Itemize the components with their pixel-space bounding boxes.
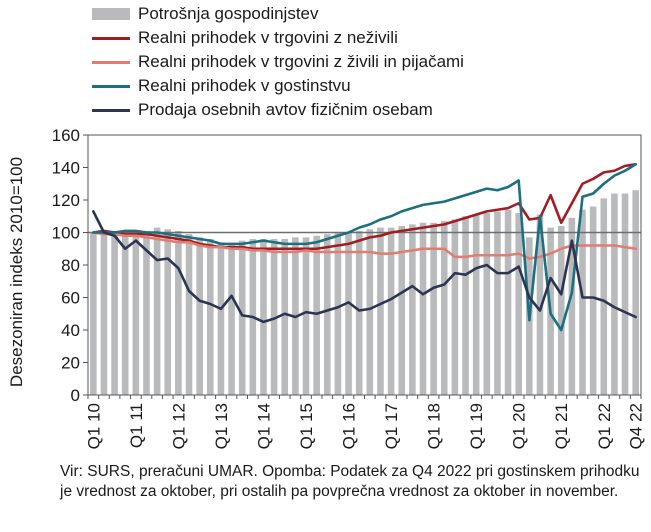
y-tick-label: 140 — [52, 159, 80, 178]
bar — [217, 242, 225, 395]
x-tick-label: Q1 22 — [595, 403, 614, 449]
axes-layer: 0 20 40 60 80 100 120 140 160 Q1 10 Q1 11 Q1 12 Q1 1… — [52, 126, 646, 449]
y-tick-label: 20 — [61, 354, 80, 373]
legend-item: Realni prihodek v trgovini z živili in p… — [92, 50, 464, 74]
bar — [185, 234, 193, 396]
bar — [196, 237, 203, 396]
bar — [387, 227, 395, 396]
x-tick-label: Q1 15 — [297, 403, 316, 449]
lines-layer — [92, 162, 637, 332]
x-tick-label: Q1 16 — [340, 403, 359, 449]
bar — [207, 239, 214, 395]
legend-swatch — [92, 84, 130, 88]
series-line — [92, 162, 637, 251]
bar — [345, 232, 352, 395]
bar — [621, 193, 629, 395]
bar — [143, 230, 150, 396]
x-tick-label: Q1 20 — [510, 403, 529, 449]
bar — [334, 232, 342, 395]
x-tick-label: Q1 13 — [212, 403, 231, 449]
bar — [355, 230, 363, 396]
bar — [121, 230, 129, 396]
bar — [557, 226, 565, 395]
x-tick-label: Q1 14 — [254, 403, 273, 449]
bar — [430, 222, 437, 395]
y-tick-label: 100 — [52, 224, 80, 243]
bar — [260, 239, 267, 395]
bar — [504, 209, 512, 395]
bar — [132, 230, 140, 396]
y-tick-label: 120 — [52, 191, 80, 210]
bar — [175, 230, 182, 396]
legend-item: Prodaja osebnih avtov fizičnim osebam — [92, 98, 464, 122]
source-note: Vir: SURS, preračuni UMAR. Opomba: Podat… — [60, 463, 640, 500]
bar — [632, 190, 639, 395]
x-tick-label: Q4 22 — [627, 403, 646, 449]
bar — [536, 214, 544, 396]
bar — [270, 239, 278, 395]
legend-swatch — [92, 36, 130, 40]
x-tick-label: Q1 18 — [425, 403, 444, 449]
bar — [568, 217, 576, 396]
legend-label: Realni prihodek v trgovini z neživili — [138, 28, 398, 47]
legend-item: Realni prihodek v gostinstvu — [92, 74, 464, 98]
bar — [302, 237, 310, 396]
bar — [153, 227, 161, 396]
bar — [238, 240, 246, 396]
bar — [90, 232, 97, 395]
series-line — [92, 162, 637, 332]
bar — [323, 234, 331, 396]
y-tick-label: 40 — [61, 321, 80, 340]
x-tick-label: Q1 21 — [552, 403, 571, 449]
bar — [419, 222, 427, 395]
y-tick-label: 160 — [52, 126, 80, 145]
bar — [366, 229, 374, 395]
legend-item: Potrošnja gospodinjstev — [92, 2, 464, 26]
bar — [440, 221, 448, 396]
legend-label: Prodaja osebnih avtov fizičnim osebam — [138, 100, 433, 119]
bar — [164, 229, 172, 395]
bar — [483, 213, 491, 395]
x-tick-label: Q1 10 — [84, 403, 103, 449]
bar — [100, 232, 108, 395]
bar — [111, 230, 118, 396]
bar — [228, 243, 235, 396]
bar — [281, 239, 289, 395]
bar — [472, 214, 480, 396]
bar — [398, 226, 406, 395]
bars-layer — [90, 190, 639, 396]
bar — [611, 193, 618, 395]
x-tick-label: Q1 17 — [382, 403, 401, 449]
y-tick-label: 80 — [61, 256, 80, 275]
legend-label: Realni prihodek v gostinstvu — [138, 76, 351, 95]
y-axis-title: Desezoniran indeks 2010=100 — [7, 156, 26, 388]
bar — [589, 206, 597, 395]
legend-label: Realni prihodek v trgovini z živili in p… — [138, 52, 464, 71]
legend-swatch — [92, 8, 130, 20]
legend: Potrošnja gospodinjstev Realni prihodek … — [92, 2, 464, 122]
bar — [462, 216, 469, 395]
series-line — [92, 210, 637, 324]
bar — [409, 224, 416, 396]
legend-label: Potrošnja gospodinjstev — [138, 4, 319, 23]
x-tick-label: Q1 11 — [127, 403, 146, 448]
x-tick-label: Q1 19 — [467, 403, 486, 449]
y-tick-label: 0 — [71, 386, 80, 405]
legend-swatch — [92, 60, 130, 64]
bar — [377, 227, 384, 396]
legend-swatch — [92, 108, 130, 112]
bar — [579, 209, 586, 395]
bar — [600, 198, 608, 396]
y-tick-label: 60 — [61, 289, 80, 308]
bar — [494, 211, 501, 396]
bar — [515, 213, 522, 395]
legend-item: Realni prihodek v trgovini z neživili — [92, 26, 464, 50]
bar — [451, 219, 459, 395]
bar — [313, 235, 320, 395]
x-tick-label: Q1 12 — [169, 403, 188, 449]
